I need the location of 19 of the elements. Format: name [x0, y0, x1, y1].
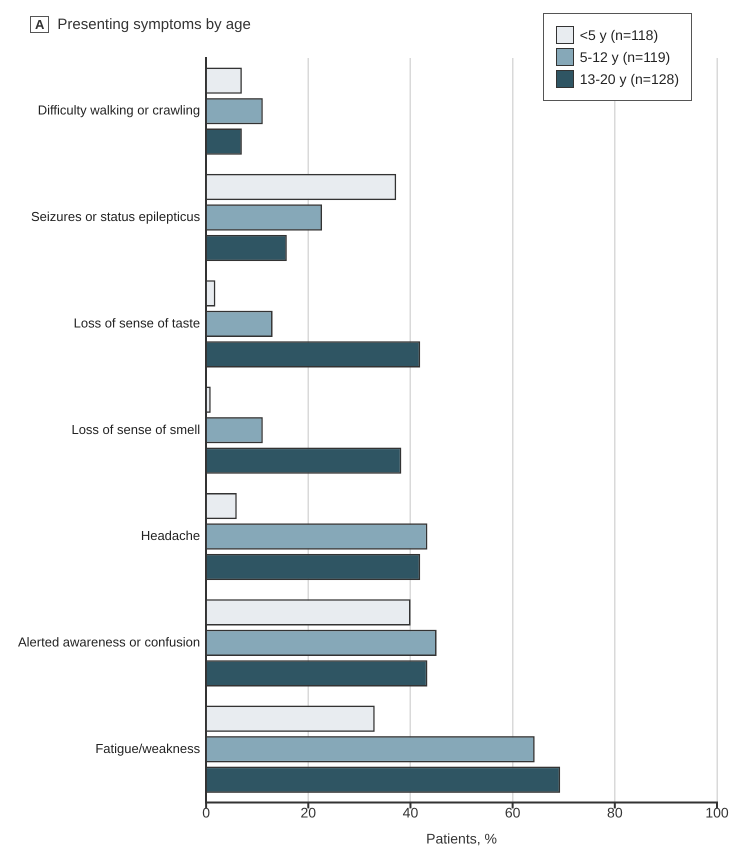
y-tick-label: Difficulty walking or crawling — [38, 102, 200, 118]
y-tick-label: Loss of sense of taste — [74, 315, 200, 330]
chart-title: Presenting symptoms by age — [57, 16, 251, 33]
y-tick-label: Seizures or status epilepticus — [31, 209, 201, 224]
x-tick-label: 20 — [300, 804, 316, 821]
legend-label: 13-20 y (n=128) — [580, 71, 679, 87]
x-tick-label: 60 — [504, 804, 521, 821]
x-axis-title: Patients, % — [426, 830, 497, 846]
y-tick-label: Headache — [140, 528, 200, 544]
x-tick-label: 40 — [402, 804, 418, 821]
legend-label: <5 y (n=118) — [580, 27, 658, 43]
y-tick-label: Fatigue/weakness — [95, 740, 201, 756]
x-tick-label: 0 — [202, 804, 210, 821]
x-tick-label: 100 — [705, 804, 729, 821]
x-tick-label: 80 — [607, 804, 623, 821]
legend-label: 5-12 y (n=119) — [580, 49, 670, 65]
text: A — [30, 16, 50, 33]
y-tick-label: Loss of sense of smell — [71, 422, 200, 437]
y-tick-label: Alerted awareness or confusion — [18, 634, 200, 650]
